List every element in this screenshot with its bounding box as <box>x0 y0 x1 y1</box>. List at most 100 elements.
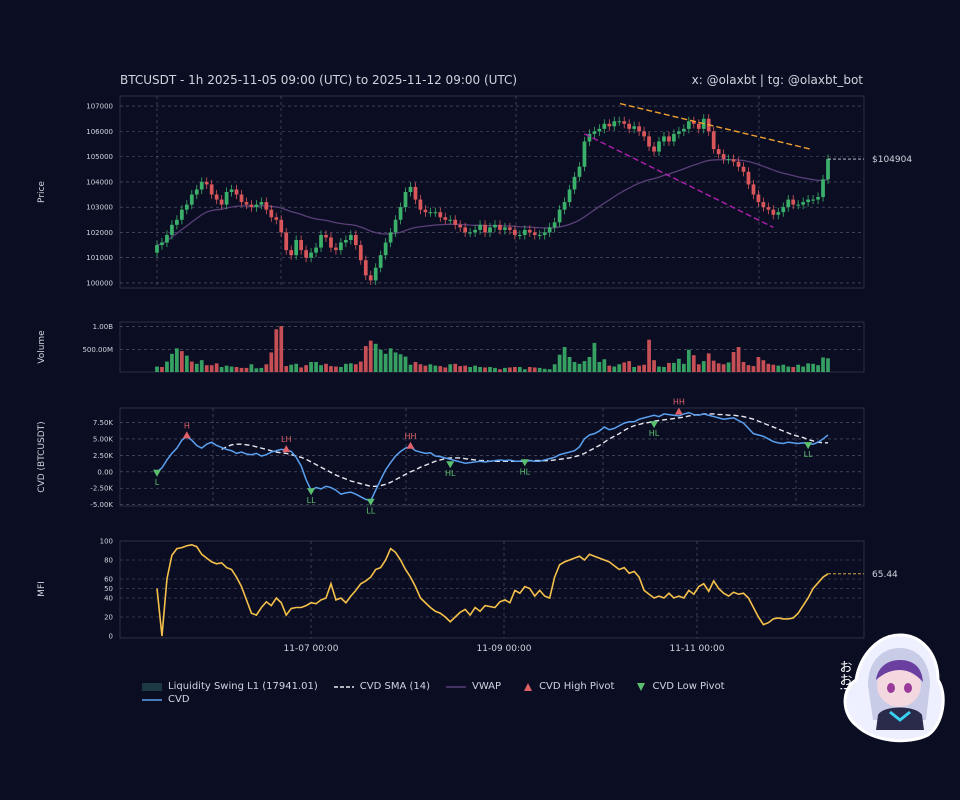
candle-body <box>403 192 408 208</box>
mfi-tick-label: 20 <box>104 614 113 622</box>
candle-body <box>363 260 368 276</box>
candle-body <box>776 212 781 215</box>
volume-bar <box>403 356 408 372</box>
volume-bar <box>348 363 353 372</box>
candle-body <box>622 121 627 124</box>
axis-labels: 107000 106000 105000 104000 103000 102000 1010… <box>37 103 912 654</box>
chart-title: BTCUSDT - 1h 2025-11-05 09:00 (UTC) to 2… <box>120 73 518 87</box>
cvd-low-pivot-marker <box>650 421 659 429</box>
volume-bar <box>632 367 637 372</box>
volume-bar <box>155 366 159 372</box>
candle-body <box>696 123 701 129</box>
candle-body <box>597 128 602 132</box>
candle-body <box>199 181 204 190</box>
candle-body <box>418 199 423 210</box>
volume-bar <box>165 361 169 372</box>
cvd-low-pivot-label: HL <box>445 469 456 478</box>
volume-bar <box>711 360 716 372</box>
candle-body <box>254 204 259 208</box>
volume-bar <box>179 351 184 372</box>
volume-bar <box>547 369 552 372</box>
volume-bar <box>542 368 547 372</box>
volume-bar <box>522 369 527 372</box>
candle-body <box>751 184 756 195</box>
candle-body <box>269 209 274 218</box>
legend-label: Liquidity Swing L1 (17941.01) <box>168 681 318 692</box>
candle-body <box>284 232 289 251</box>
candle-body <box>304 250 308 258</box>
x-tick-label: 11-11 00:00 <box>670 644 725 654</box>
volume-bar <box>418 364 423 372</box>
cvd-high-pivot-label: HH <box>673 398 685 407</box>
grid-lines <box>120 96 864 638</box>
candle-body <box>189 194 194 205</box>
volume-bar <box>448 364 453 372</box>
candle-body <box>319 234 323 248</box>
volume-bar <box>229 366 234 372</box>
volume-bar <box>527 367 532 372</box>
candle-body <box>736 161 741 167</box>
candle-body <box>642 131 646 137</box>
volume-bar <box>383 353 388 372</box>
legend-label: CVD SMA (14) <box>359 681 430 692</box>
volume-bar <box>667 362 671 372</box>
candle-body <box>224 192 229 205</box>
volume-bar <box>473 365 477 372</box>
volume-bar <box>622 362 627 372</box>
candle-body <box>806 199 810 203</box>
candle-body <box>503 227 507 230</box>
volume-bar <box>493 367 497 372</box>
resistance-trendline <box>619 102 811 150</box>
mfi-tick-label: 50 <box>104 585 113 593</box>
support-trendline <box>584 133 774 228</box>
volume-bar <box>413 362 418 372</box>
volume-bar <box>438 366 443 372</box>
candle-body <box>796 204 801 206</box>
candle-body <box>721 154 726 160</box>
volume-bar <box>582 361 587 372</box>
volume-bar <box>741 362 746 372</box>
volume-bar <box>557 354 562 372</box>
candle-body <box>423 209 428 213</box>
candle-body <box>373 267 378 281</box>
volume-bar <box>468 367 472 372</box>
candle-body <box>771 209 776 215</box>
mascot-sticker: おお! <box>838 633 945 743</box>
volume-bar <box>691 355 696 372</box>
candle-body <box>468 232 472 234</box>
candle-body <box>681 128 686 132</box>
cvd-tick-label: 0.00 <box>97 468 113 476</box>
volume-bar <box>607 365 612 372</box>
volume-bar <box>637 365 641 372</box>
volume-bar <box>577 363 582 372</box>
cvd-low-pivot-marker <box>804 442 813 450</box>
candle-body <box>398 207 403 220</box>
candle-body <box>781 207 786 213</box>
legend-cvd-low-pivot: CVD Low Pivot <box>636 681 725 692</box>
legend-cvd-sma: CVD SMA (14) <box>333 681 430 692</box>
candle-body <box>368 275 373 281</box>
candle-body <box>587 133 592 142</box>
volume-series <box>155 326 830 372</box>
candle-body <box>726 159 731 161</box>
price-tick-label: 102000 <box>86 229 113 237</box>
candle-body <box>214 194 219 200</box>
volume-bar <box>344 363 348 372</box>
candle-body <box>219 199 224 205</box>
volume-bar <box>393 352 398 372</box>
volume-bar <box>368 340 373 372</box>
legend-vwap: VWAP <box>446 681 501 692</box>
mascot-caption: おお! <box>838 660 852 691</box>
candle-body <box>532 232 537 235</box>
mfi-series <box>156 543 864 637</box>
volume-bar <box>677 358 681 372</box>
candle-body <box>816 197 820 200</box>
volume-bar <box>776 365 781 372</box>
cvd-low-pivot-label: LL <box>307 496 316 505</box>
volume-bar <box>234 367 239 372</box>
price-tick-label: 107000 <box>86 103 113 111</box>
cvd-high-pivot-label: H <box>184 421 190 430</box>
candle-body <box>244 202 249 205</box>
cvd-high-pivot-marker <box>406 441 415 449</box>
